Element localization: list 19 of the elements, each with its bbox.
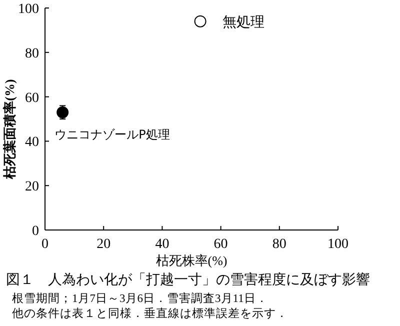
x-axis-title: 枯死株率(%) xyxy=(156,253,228,268)
series-label: ウニコナゾールP処理 xyxy=(54,127,170,142)
x-tick-label: 60 xyxy=(214,237,228,252)
x-tick-label: 0 xyxy=(42,237,48,252)
series-label: 無処理 xyxy=(222,14,264,30)
x-tick-label: 100 xyxy=(328,237,348,252)
text: 他の条件は表１と同様．垂直線は標準誤差を示す． xyxy=(12,307,288,320)
y-axis-title: 枯死葉面積率(%) xyxy=(2,79,17,180)
y-tick-label: 80 xyxy=(25,46,39,62)
x-tick-label: 80 xyxy=(272,237,286,252)
y-tick-label: 60 xyxy=(25,90,39,106)
y-tick-label: 40 xyxy=(25,135,39,150)
x-tick-label: 20 xyxy=(96,237,111,252)
text: 図１ 人為わい化が「打越一寸」の雪害程度に及ぼす影響 xyxy=(6,272,370,288)
text: 根雪期間；1月7日～3月6日．雪害調査3月11日． xyxy=(12,291,268,305)
y-tick-label: 0 xyxy=(32,224,39,239)
y-tick-label: 20 xyxy=(25,180,39,195)
x-tick-label: 40 xyxy=(155,237,170,252)
y-tick-label: 100 xyxy=(18,2,39,17)
